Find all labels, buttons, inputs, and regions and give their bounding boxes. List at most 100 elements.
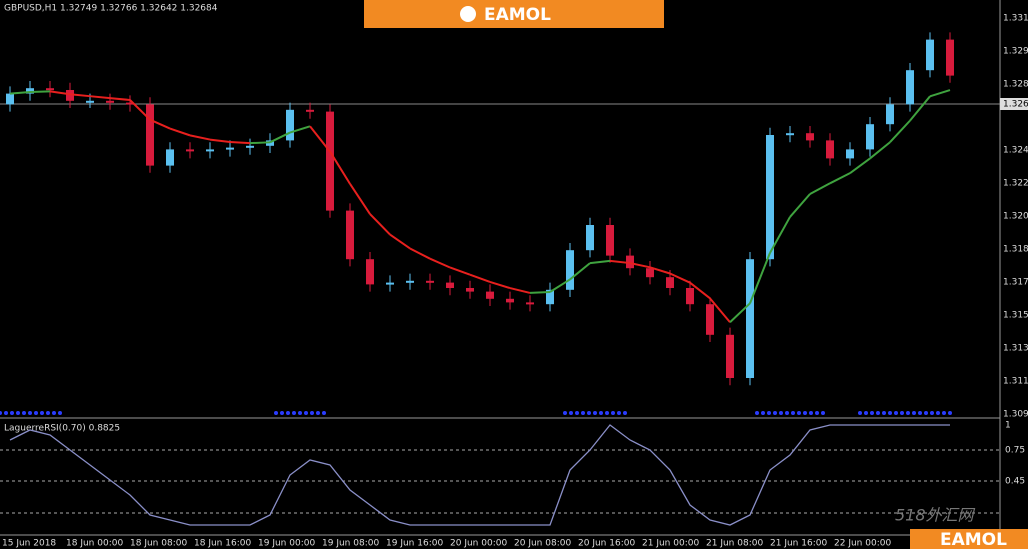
- candle: [146, 104, 154, 166]
- ma-segment: [789, 193, 811, 218]
- symbol-header: GBPUSD,H1 1.32749 1.32766 1.32642 1.3268…: [4, 4, 218, 14]
- time-label: 19 Jun 08:00: [322, 539, 379, 549]
- ma-segment: [69, 93, 91, 98]
- logo-banner: [364, 0, 664, 28]
- ma-segment: [449, 266, 471, 276]
- signal-dot: [900, 411, 904, 415]
- laguerre-line: [9, 424, 950, 526]
- ma-segment: [49, 90, 71, 96]
- footer-logo: [910, 529, 1028, 549]
- candle: [766, 135, 774, 260]
- signal-dot: [864, 411, 868, 415]
- time-label: 20 Jun 08:00: [514, 539, 571, 549]
- time-label: 18 Jun 08:00: [130, 539, 187, 549]
- time-label: 15 Jun 2018: [2, 539, 56, 549]
- candle: [826, 140, 834, 159]
- signal-dot: [894, 411, 898, 415]
- ma-segment: [289, 125, 311, 134]
- candle: [106, 100, 114, 103]
- ma-segment: [109, 97, 131, 101]
- signal-dot: [779, 411, 783, 415]
- candle: [566, 250, 574, 290]
- candle: [226, 147, 234, 150]
- time-label: 19 Jun 16:00: [386, 539, 443, 549]
- time-label: 21 Jun 08:00: [706, 539, 763, 549]
- candle: [66, 90, 74, 101]
- signal-dot: [28, 411, 32, 415]
- candle: [486, 291, 494, 299]
- candle: [366, 259, 374, 285]
- price-label: 1.311: [1003, 377, 1028, 387]
- signal-dot: [882, 411, 886, 415]
- signal-dot: [46, 411, 50, 415]
- price-label: 1.322: [1003, 179, 1028, 189]
- signal-dot: [870, 411, 874, 415]
- time-label: 19 Jun 00:00: [258, 539, 315, 549]
- signal-dot: [40, 411, 44, 415]
- ma-segment: [9, 90, 31, 95]
- time-label: 21 Jun 16:00: [770, 539, 827, 549]
- signal-dot: [16, 411, 20, 415]
- candle: [886, 104, 894, 125]
- signal-dot: [924, 411, 928, 415]
- indicator-axis-label: 0.75: [1005, 446, 1025, 456]
- signal-dot: [936, 411, 940, 415]
- signal-dot: [304, 411, 308, 415]
- ma-segment: [849, 157, 871, 174]
- candle: [586, 225, 594, 251]
- candle: [626, 255, 634, 269]
- signal-dot: [906, 411, 910, 415]
- signal-dot: [858, 411, 862, 415]
- ma-segment: [589, 259, 611, 265]
- signal-dot: [815, 411, 819, 415]
- signal-dot: [0, 411, 2, 415]
- candle: [126, 102, 134, 105]
- signal-dot: [912, 411, 916, 415]
- candle: [166, 149, 174, 166]
- signal-dot: [767, 411, 771, 415]
- candle: [686, 288, 694, 305]
- candle: [846, 149, 854, 159]
- candle: [426, 280, 434, 283]
- logo-icon: [460, 6, 476, 22]
- watermark: 518外汇网: [895, 506, 976, 525]
- signal-dot: [809, 411, 813, 415]
- price-label: 1.313: [1003, 344, 1028, 354]
- signal-dot: [34, 411, 38, 415]
- signal-dot: [575, 411, 579, 415]
- signal-dot: [298, 411, 302, 415]
- ma-segment: [569, 262, 591, 281]
- ma-segment: [629, 262, 651, 269]
- signal-dot: [617, 411, 621, 415]
- ma-segment: [729, 302, 751, 323]
- candle: [26, 88, 34, 94]
- ma-segment: [169, 127, 191, 137]
- price-label: 1.324: [1003, 146, 1028, 156]
- candle: [246, 145, 254, 148]
- ma-segment: [369, 213, 391, 236]
- time-label: 21 Jun 00:00: [642, 539, 699, 549]
- candle: [706, 304, 714, 335]
- candle: [786, 133, 794, 136]
- ma-segment: [469, 273, 491, 283]
- ma-segment: [609, 259, 631, 265]
- candle: [86, 100, 94, 103]
- ma-segment: [189, 134, 211, 141]
- signal-dot: [821, 411, 825, 415]
- ma-segment: [889, 119, 911, 143]
- signal-dot: [785, 411, 789, 415]
- candle: [326, 111, 334, 211]
- ma-segment: [149, 118, 171, 130]
- signal-dot: [10, 411, 14, 415]
- candle: [606, 225, 614, 256]
- ma-segment: [229, 140, 251, 145]
- signal-dot: [942, 411, 946, 415]
- candle: [926, 39, 934, 71]
- signal-dot: [322, 411, 326, 415]
- ma-segment: [389, 233, 411, 250]
- price-label: 1.329: [1003, 47, 1028, 57]
- signal-dot: [280, 411, 284, 415]
- signal-dot: [58, 411, 62, 415]
- time-label: 22 Jun 00:00: [834, 539, 891, 549]
